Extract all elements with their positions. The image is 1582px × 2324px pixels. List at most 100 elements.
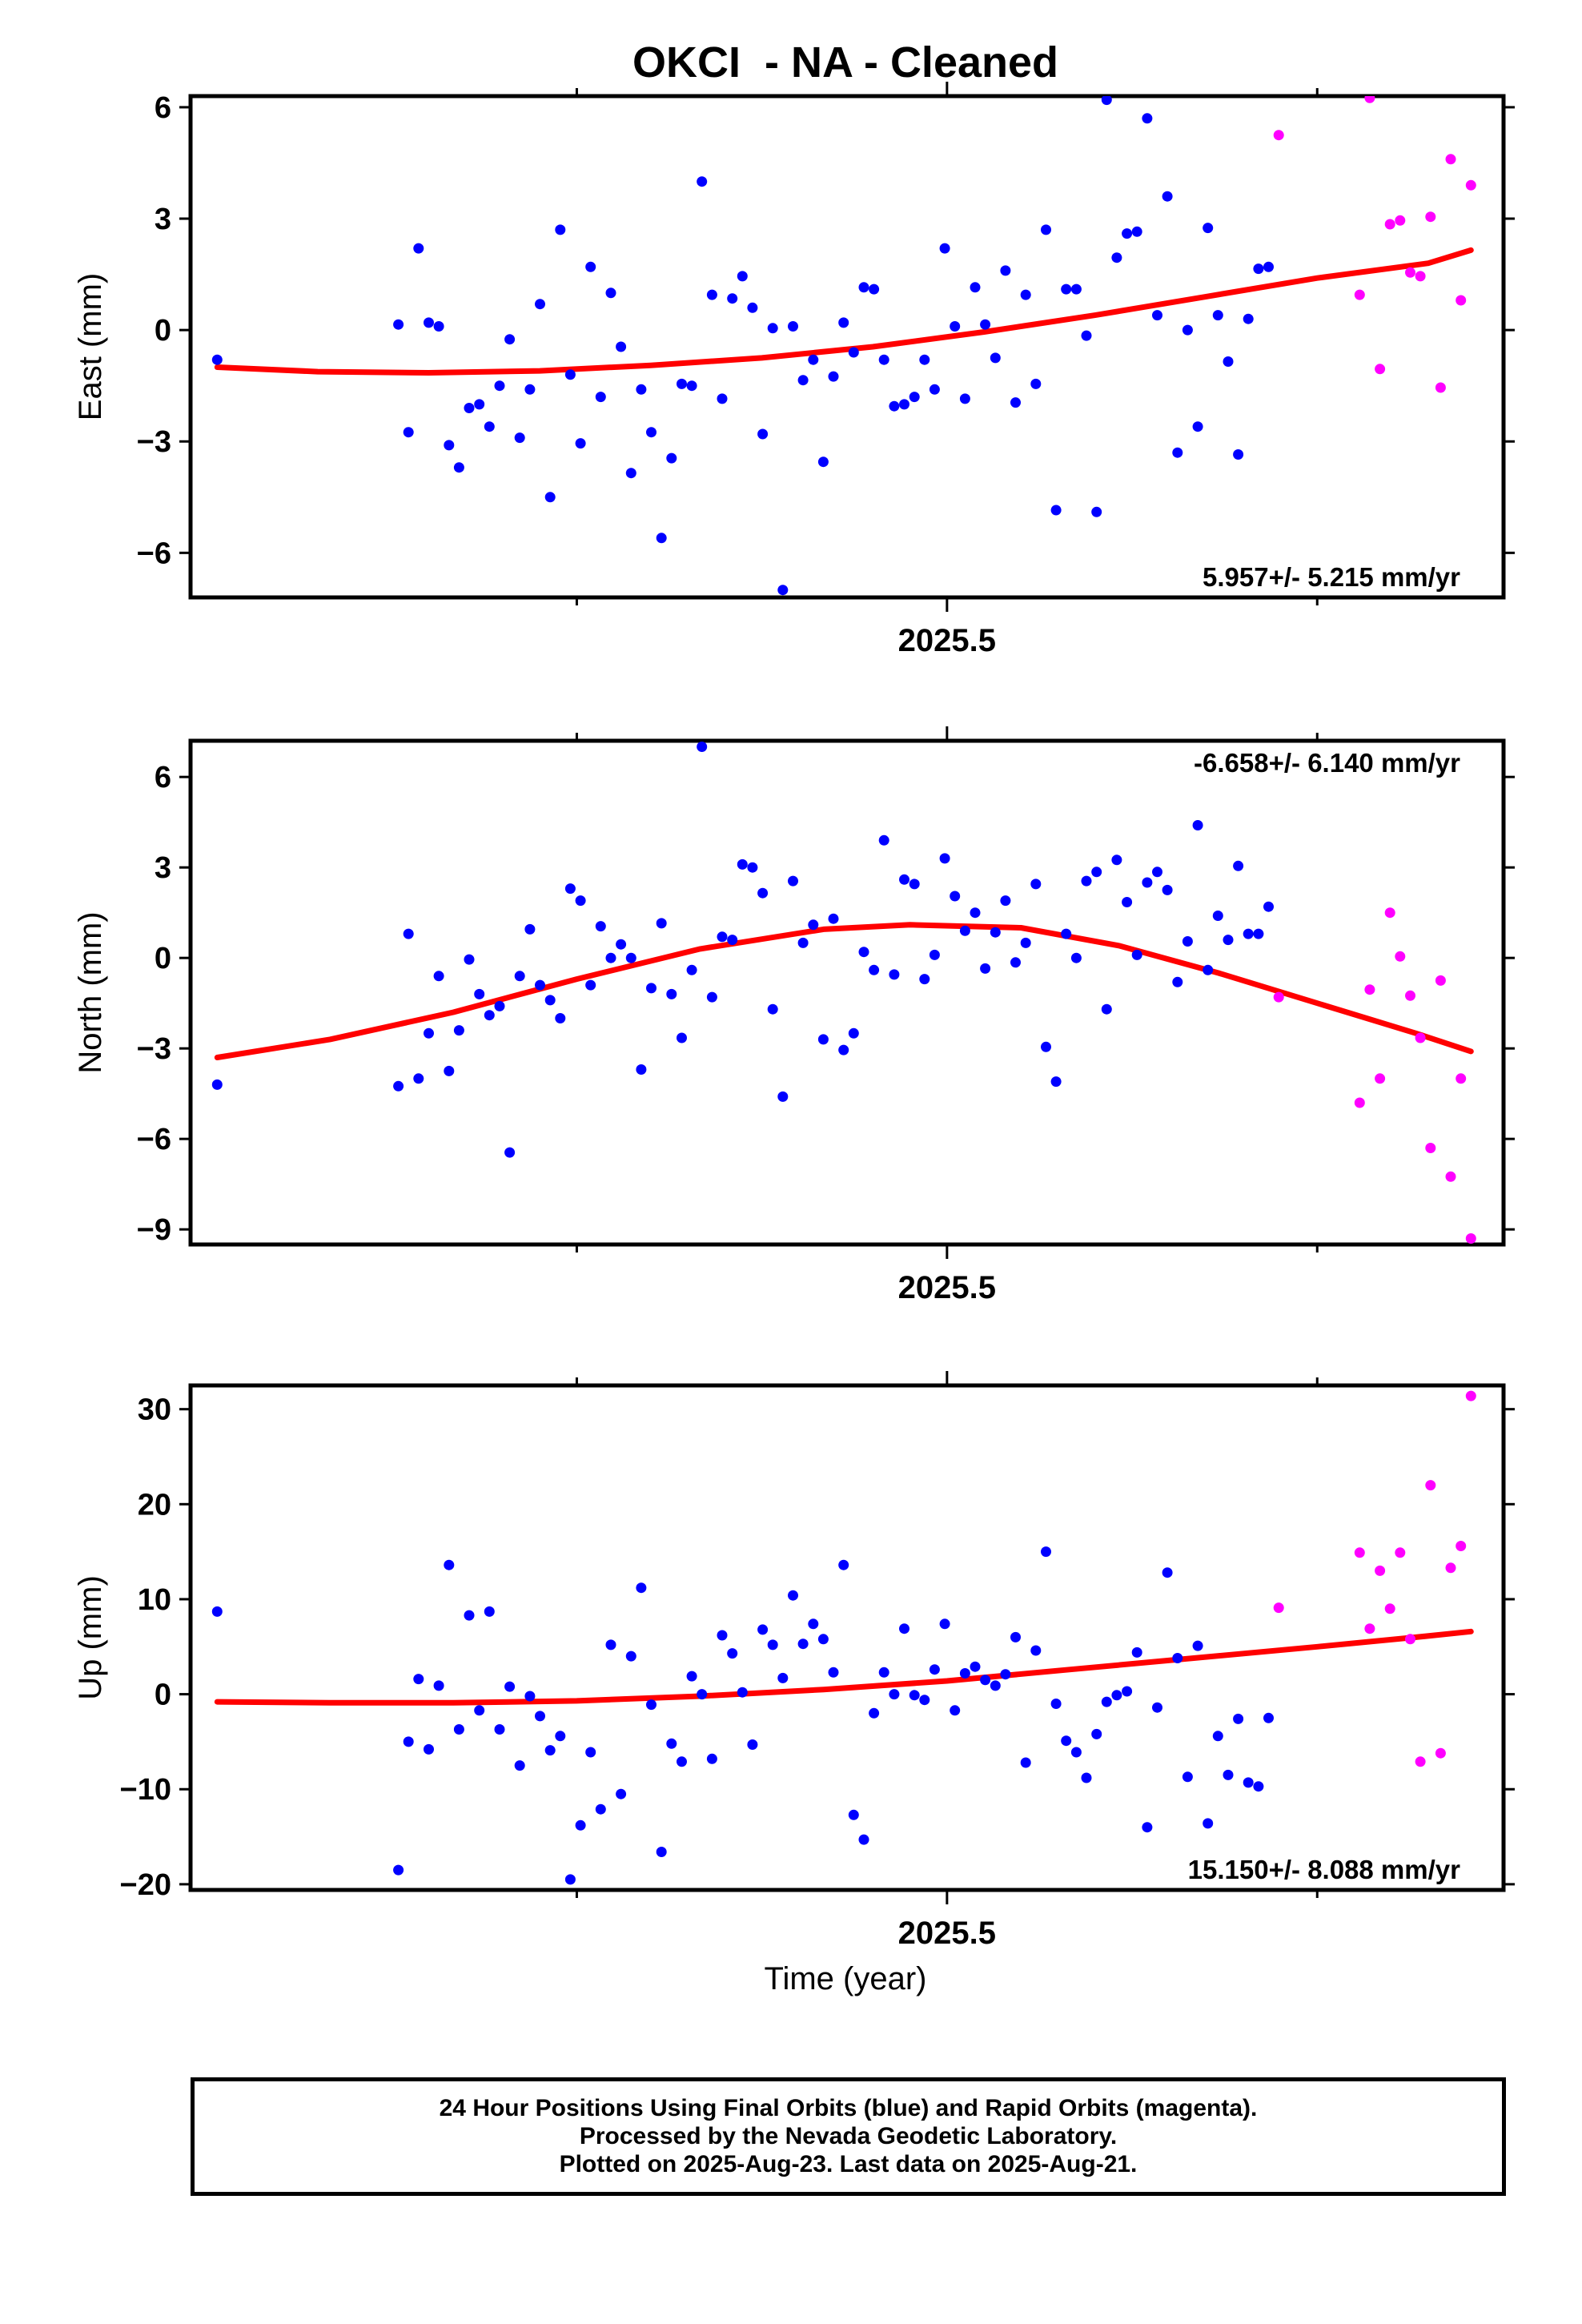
east-final-point xyxy=(919,354,930,365)
east-ytick-label: 3 xyxy=(155,203,171,236)
up-final-point xyxy=(1070,1747,1082,1758)
east-final-point xyxy=(757,428,769,440)
north-final-point xyxy=(848,1027,859,1039)
north-final-point xyxy=(697,742,708,752)
east-rapid-point xyxy=(1456,295,1467,306)
up-final-point xyxy=(899,1623,909,1634)
north-final-point xyxy=(1070,952,1082,963)
up-final-point xyxy=(1263,1712,1274,1723)
up-final-point xyxy=(564,1874,576,1885)
north-rate-label: -6.658+/- 6.140 mm/yr xyxy=(1194,748,1460,778)
north-final-point xyxy=(474,988,485,999)
up-panel: −20 −10 0 10 20 30 2025.5 Up (mm) 15.150+/- 8.08… xyxy=(73,1371,1515,1951)
east-final-point xyxy=(697,176,708,187)
up-final-point xyxy=(1122,1686,1133,1697)
north-final-point xyxy=(494,1000,505,1011)
north-final-point xyxy=(433,971,444,982)
east-final-point xyxy=(393,319,404,330)
north-final-point xyxy=(1122,897,1133,907)
up-final-point xyxy=(484,1606,495,1617)
east-final-point xyxy=(869,283,880,295)
up-final-point xyxy=(666,1738,677,1749)
east-final-point xyxy=(646,427,656,438)
east-final-point xyxy=(1000,265,1011,276)
up-final-point xyxy=(1061,1735,1072,1747)
up-final-point xyxy=(535,1711,545,1722)
up-final-point xyxy=(1253,1781,1264,1792)
x-axis-label: Time (year) xyxy=(765,1961,927,1996)
east-rapid-point xyxy=(1405,267,1415,278)
north-ytick-label: −6 xyxy=(137,1123,171,1156)
up-final-point xyxy=(1152,1702,1162,1713)
east-rapid-point xyxy=(1364,96,1375,103)
east-final-point xyxy=(939,243,950,254)
east-final-point xyxy=(444,440,455,451)
east-final-point xyxy=(1182,324,1193,336)
north-final-point xyxy=(595,921,606,932)
east-rapid-point xyxy=(1425,211,1436,223)
east-final-point xyxy=(858,282,869,293)
up-final-point xyxy=(838,1559,849,1570)
east-final-point xyxy=(625,468,636,479)
north-final-point xyxy=(747,862,758,873)
up-final-point xyxy=(585,1747,596,1758)
east-final-point xyxy=(474,399,485,410)
east-final-point xyxy=(717,393,728,404)
north-final-point xyxy=(464,954,475,965)
east-final-point xyxy=(1172,447,1183,458)
east-final-point xyxy=(1081,330,1092,341)
east-final-point xyxy=(909,392,920,403)
up-final-point xyxy=(1142,1822,1153,1833)
up-rapid-point xyxy=(1354,1547,1365,1558)
up-plot-area xyxy=(211,1390,1476,1885)
up-final-point xyxy=(555,1731,566,1742)
up-final-point xyxy=(1020,1757,1031,1768)
east-final-point xyxy=(828,371,839,382)
east-final-point xyxy=(544,492,556,503)
east-final-point xyxy=(808,354,819,365)
north-final-point xyxy=(1101,1003,1112,1015)
up-final-point xyxy=(211,1606,223,1617)
up-rate-label: 15.150+/- 8.088 mm/yr xyxy=(1188,1855,1460,1884)
up-final-point xyxy=(494,1724,505,1735)
up-final-point xyxy=(828,1667,839,1678)
north-final-point xyxy=(514,971,525,982)
north-final-point xyxy=(585,979,596,991)
east-final-point xyxy=(980,319,991,330)
up-xtick-label: 2025.5 xyxy=(898,1916,996,1951)
east-final-point xyxy=(1050,505,1062,516)
north-final-point xyxy=(1223,935,1234,946)
north-ytick-label: 0 xyxy=(155,942,171,975)
east-plot-area xyxy=(211,96,1476,596)
north-y-axis-title: North (mm) xyxy=(73,911,108,1073)
north-final-point xyxy=(666,988,677,999)
up-final-point xyxy=(646,1699,656,1711)
footer-line-3: Plotted on 2025-Aug-23. Last data on 202… xyxy=(559,2151,1138,2177)
north-final-point xyxy=(777,1091,789,1102)
east-final-point xyxy=(959,393,970,404)
east-final-point xyxy=(1203,223,1214,234)
east-rapid-point xyxy=(1273,130,1284,141)
north-final-point xyxy=(869,964,880,975)
east-final-point xyxy=(1253,263,1264,275)
east-final-point xyxy=(484,421,495,432)
north-final-point xyxy=(889,969,900,980)
up-rapid-point xyxy=(1384,1603,1395,1614)
east-final-point xyxy=(535,299,545,310)
north-rapid-point xyxy=(1395,951,1406,962)
east-final-point xyxy=(575,438,586,449)
up-final-point xyxy=(737,1687,748,1698)
north-final-point xyxy=(706,991,717,1003)
up-rapid-point xyxy=(1273,1602,1284,1614)
north-ytick-label: 6 xyxy=(155,761,171,794)
north-final-point xyxy=(858,947,869,958)
north-final-point xyxy=(424,1027,434,1039)
east-final-point xyxy=(899,399,909,410)
up-ytick-label: 30 xyxy=(138,1393,171,1427)
up-final-point xyxy=(677,1756,687,1767)
north-final-point xyxy=(484,1010,495,1021)
east-final-point xyxy=(727,293,738,304)
north-final-point xyxy=(838,1044,849,1055)
up-final-point xyxy=(757,1624,769,1635)
north-final-point xyxy=(919,974,930,985)
